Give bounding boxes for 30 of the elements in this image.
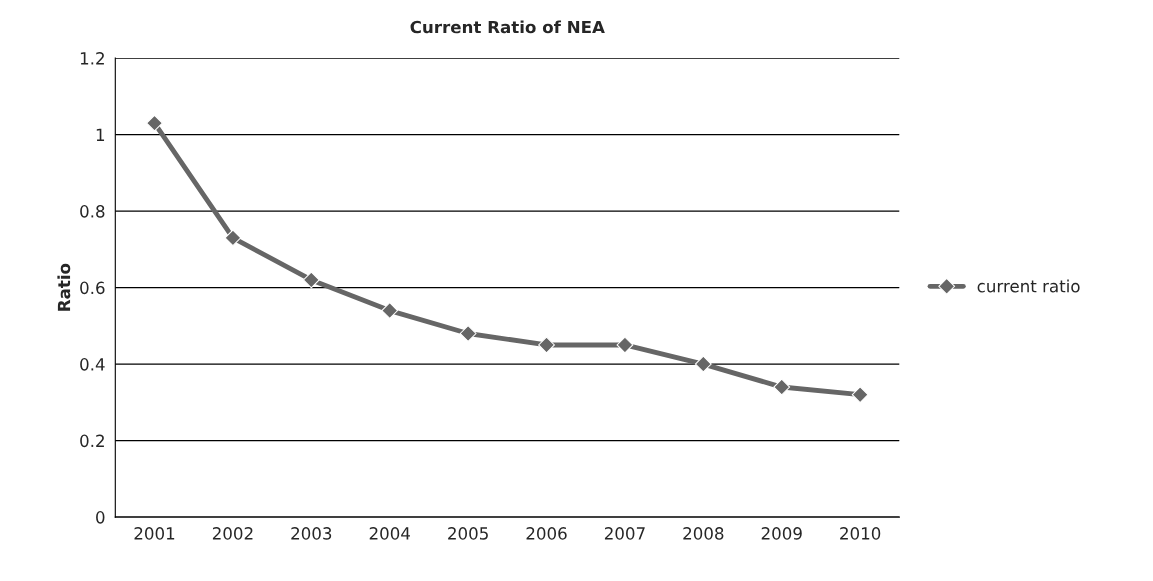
- chart-title: Current Ratio of NEA: [410, 20, 605, 34]
- point: [538, 336, 555, 354]
- point: [224, 229, 242, 247]
- x-tick-label: 2010: [840, 527, 881, 540]
- x-tick-label: 2003: [291, 527, 332, 540]
- legend-label: current ratio: [977, 279, 1080, 293]
- y-tick-label: 0.4: [80, 358, 105, 371]
- x-tick-label: 2006: [526, 527, 567, 540]
- x-tick-label: 2001: [134, 527, 175, 540]
- y-tick-label: 1: [96, 128, 105, 141]
- point: [851, 386, 869, 404]
- point: [616, 336, 634, 354]
- y-tick-label: 0.6: [80, 281, 105, 295]
- point: [773, 378, 791, 396]
- point: [694, 355, 712, 373]
- x-tick-label: 2009: [761, 527, 802, 540]
- y-tick-label: 0.2: [80, 434, 104, 448]
- y-tick-label: 0: [96, 511, 105, 524]
- point: [302, 271, 320, 289]
- x-tick-label: 2004: [369, 527, 410, 540]
- x-tick-label: 2008: [683, 527, 724, 540]
- point: [459, 325, 477, 342]
- x-tick-label: 2007: [604, 527, 645, 540]
- y-tick-label: 0.8: [80, 205, 105, 218]
- x-tick-label: 2005: [448, 527, 488, 540]
- y-axis-title: Ratio: [57, 263, 71, 311]
- point: [381, 302, 399, 319]
- point: [146, 114, 163, 132]
- x-tick-label: 2002: [212, 527, 253, 540]
- y-tick-label: 1.2: [80, 52, 104, 65]
